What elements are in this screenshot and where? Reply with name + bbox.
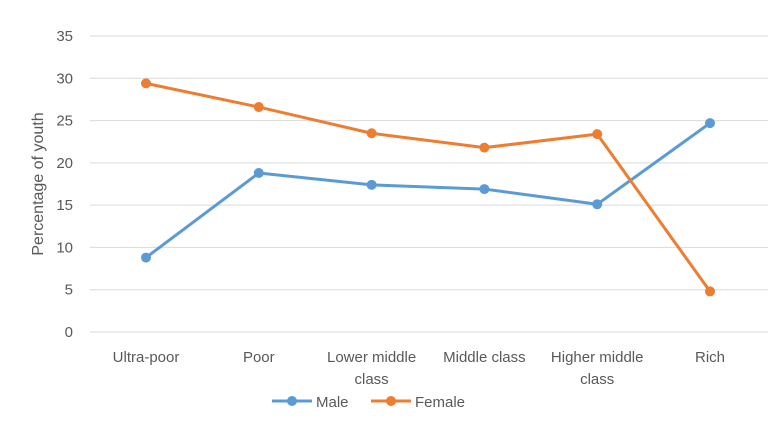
x-tick-label: Rich: [695, 349, 725, 366]
data-point-male: [479, 184, 490, 195]
x-tick-label: Higher middle class: [551, 349, 644, 388]
data-point-female: [705, 286, 715, 297]
data-point-female: [366, 128, 377, 139]
series-line-female: [144, 81, 712, 293]
data-point-female: [592, 129, 603, 140]
data-point-male: [253, 168, 264, 179]
data-point-male: [592, 199, 603, 210]
legend-label-female: Female: [415, 394, 465, 411]
x-tick-label: Ultra-poor: [113, 349, 180, 366]
series-layer: [141, 78, 715, 297]
series-line-male: [144, 121, 712, 260]
legend-marker-male: [287, 396, 297, 406]
x-axis-ticks: Ultra-poor Poor Lower middle class Middle cl…: [113, 349, 725, 388]
legend: Male Female: [272, 394, 465, 411]
gridlines: [90, 35, 768, 333]
y-axis-title: Percentage of youth: [30, 112, 47, 255]
y-tick-label: 30: [56, 70, 73, 87]
y-tick-label: 5: [65, 282, 73, 299]
x-tick-label: Lower middle class: [327, 349, 416, 388]
data-point-female: [479, 142, 490, 153]
x-tick-label: Poor: [243, 349, 275, 366]
y-tick-label: 0: [65, 324, 73, 341]
legend-marker-female: [386, 396, 396, 406]
y-tick-label: 35: [56, 28, 73, 45]
y-axis-ticks: 0 5 10 15 20 25 30 35: [56, 28, 73, 341]
y-tick-label: 20: [56, 155, 73, 172]
y-tick-label: 10: [56, 239, 73, 256]
x-tick-label: Middle class: [443, 349, 526, 366]
data-point-female: [141, 78, 151, 89]
data-point-male: [141, 252, 151, 263]
y-tick-label: 15: [56, 197, 73, 214]
data-point-male: [366, 179, 377, 190]
y-tick-label: 25: [56, 113, 73, 130]
data-point-male: [705, 118, 715, 129]
data-point-female: [253, 102, 264, 113]
legend-label-male: Male: [316, 394, 349, 411]
